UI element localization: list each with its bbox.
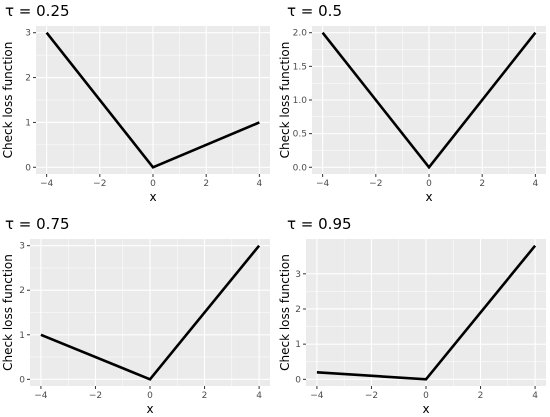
y-tick-label: 1.5 (293, 62, 307, 72)
x-tick-label: −2 (93, 179, 106, 189)
x-tick-label: −2 (89, 391, 102, 401)
y-axis-title: Check loss function (278, 254, 292, 371)
y-tick-label: 0.0 (293, 163, 308, 173)
x-tick-label: 4 (532, 391, 538, 401)
x-tick-label: 4 (256, 391, 262, 401)
y-tick-label: 2 (295, 305, 301, 315)
y-tick-label: 3 (295, 270, 301, 280)
x-tick-label: 0 (147, 391, 153, 401)
x-tick-label: 4 (532, 179, 538, 189)
y-tick-label: 0 (19, 375, 25, 385)
x-tick-label: 4 (256, 179, 262, 189)
y-tick-label: 1 (25, 118, 31, 128)
x-tick-label: 0 (426, 179, 432, 189)
chart-panel-4: −4 −2 0 2 4 0 1 2 3 τ = 0.95 x Check loss function (278, 215, 546, 416)
x-tick-label: 2 (478, 391, 484, 401)
panel-title: τ = 0.5 (287, 2, 342, 20)
y-tick-label: 2 (19, 286, 25, 296)
y-axis-title: Check loss function (1, 42, 15, 159)
chart-panel-3: −4 −2 0 2 4 0 1 2 3 τ = 0.75 x Check loss function (1, 215, 270, 416)
x-tick-label: −4 (34, 391, 48, 401)
check-loss-line (316, 244, 537, 381)
y-axis-title: Check loss function (278, 42, 292, 159)
x-axis-title: x (149, 190, 156, 204)
x-axis-title: x (425, 190, 432, 204)
chart-panel-1: −4 −2 0 2 4 0 1 2 3 τ = 0.25 x Check loss function (1, 2, 270, 204)
x-tick-label: 0 (150, 179, 156, 189)
y-tick-label: 0 (25, 163, 31, 173)
x-axis-title: x (146, 402, 153, 416)
panel-title: τ = 0.75 (5, 215, 70, 233)
y-tick-label: 2 (25, 74, 31, 84)
y-axis-title: Check loss function (1, 254, 15, 371)
x-tick-label: −4 (40, 179, 54, 189)
x-tick-label: 0 (423, 391, 429, 401)
x-tick-label: −4 (316, 179, 330, 189)
panel-title: τ = 0.25 (5, 2, 70, 20)
y-tick-label: 3 (25, 29, 31, 39)
x-tick-label: −2 (369, 179, 382, 189)
x-tick-label: 2 (203, 179, 209, 189)
check-loss-line (40, 244, 261, 381)
y-tick-label: 2.0 (293, 29, 308, 39)
x-tick-label: 2 (202, 391, 208, 401)
chart-panel-2: −4 −2 0 2 4 0.0 0.5 1.0 1.5 2.0 τ = 0.5 x Check loss… (278, 2, 546, 204)
x-tick-label: −2 (365, 391, 378, 401)
y-tick-label: 1 (295, 340, 301, 350)
panel-title: τ = 0.95 (287, 215, 352, 233)
x-axis-title: x (422, 402, 429, 416)
y-tick-label: 3 (19, 242, 25, 252)
y-tick-label: 1.0 (293, 96, 308, 106)
check-loss-line (321, 31, 537, 170)
x-tick-label: −4 (310, 391, 324, 401)
y-tick-label: 1 (19, 331, 25, 341)
y-tick-label: 0.5 (293, 130, 307, 140)
check-loss-line (45, 31, 260, 169)
y-tick-label: 0 (295, 375, 301, 385)
x-tick-label: 2 (479, 179, 485, 189)
